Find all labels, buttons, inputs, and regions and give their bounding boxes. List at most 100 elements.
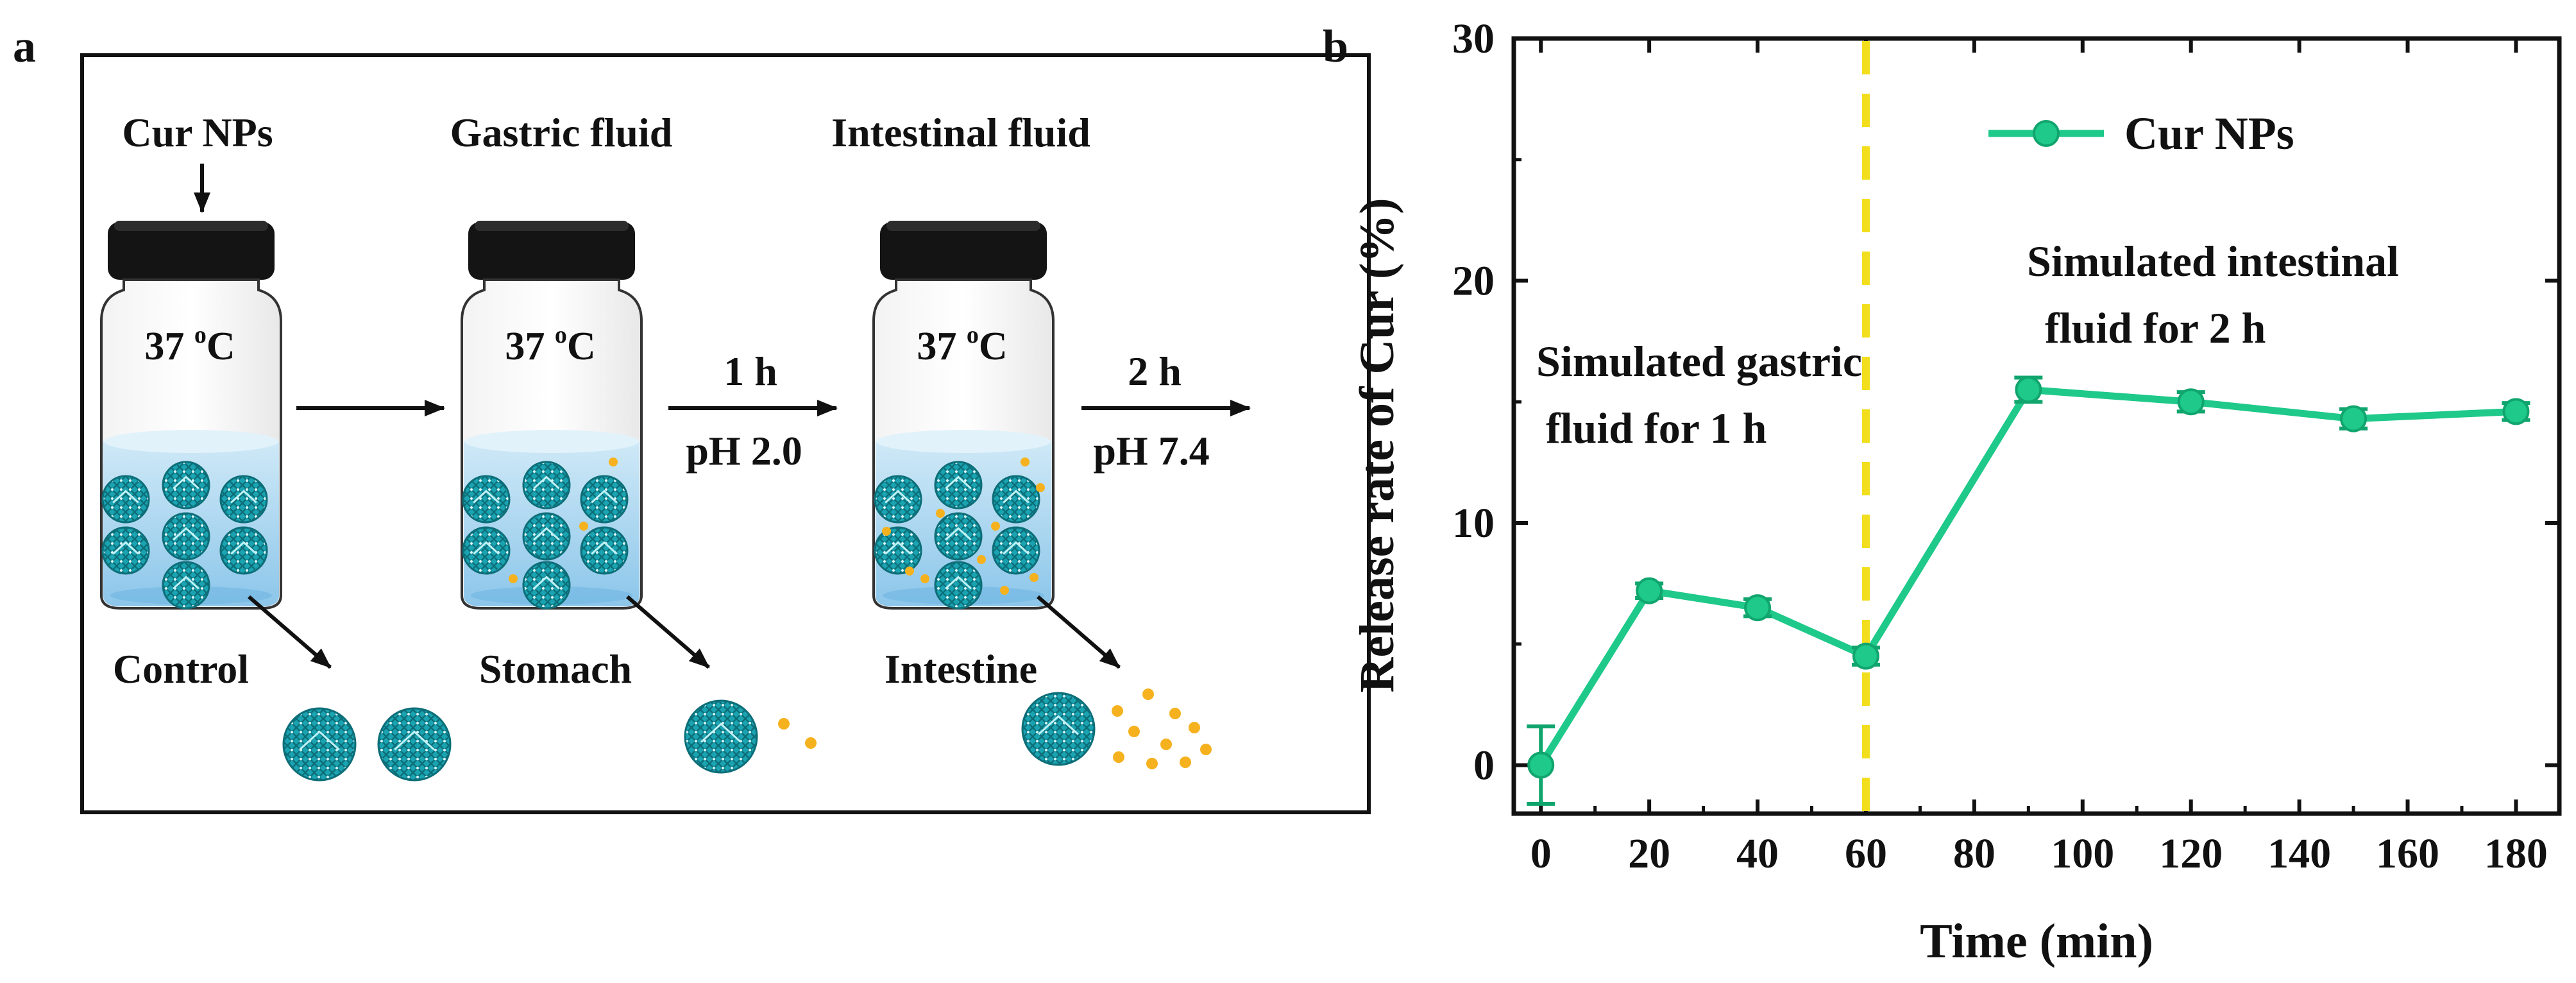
zoom-drug-particle: [1146, 758, 1158, 769]
release-chart: 0 10 20 30 0 20 40 60 80 100 120 140 160 180 Time (min…: [1350, 15, 2562, 968]
panel-a-schematic: a Cur NPs Gastric fluid Intestinal fluid…: [13, 21, 1371, 814]
data-point: [1852, 642, 1879, 670]
nanoparticle: [162, 461, 210, 509]
nanoparticle: [934, 561, 983, 610]
drug-particle: [609, 457, 618, 466]
vial-stomach: 37 oC: [461, 221, 643, 610]
nanoparticle: [580, 475, 629, 524]
x-tick-label: 0: [1530, 830, 1552, 877]
nanoparticle: [162, 561, 210, 610]
zoom-drug-particle: [1128, 726, 1140, 737]
data-point: [2502, 398, 2530, 425]
drug-particle: [920, 574, 929, 583]
label-stomach: Stomach: [479, 646, 632, 692]
nanoparticle: [522, 461, 571, 509]
panel-b-letter: b: [1323, 21, 1348, 72]
x-tick-label: 100: [2051, 830, 2114, 877]
y-tick-label: 20: [1452, 258, 1495, 305]
annotation-gastric-line1: Simulated gastric: [1536, 337, 1862, 386]
x-tick-label: 60: [1845, 830, 1887, 877]
drug-particle: [1000, 586, 1009, 595]
zoom-drug-particle: [1142, 688, 1154, 700]
plot-frame: [1511, 36, 2562, 816]
data-point: [2177, 388, 2205, 416]
zoom-drug-particle: [1180, 756, 1191, 768]
label-control: Control: [113, 646, 249, 692]
x-tick-label: 80: [1953, 830, 1996, 877]
legend-label: Cur NPs: [2124, 108, 2294, 159]
vial-intestine: 37 oC: [872, 221, 1055, 610]
y-tick-label: 30: [1452, 15, 1495, 62]
nanoparticle: [462, 475, 511, 524]
vial-temperature: 37 oC: [917, 321, 1007, 368]
nanoparticle: [219, 475, 268, 524]
zoom-nanoparticle: [282, 707, 357, 782]
schematic-frame: [80, 53, 1371, 814]
nanoparticle: [580, 526, 629, 575]
step1-time: 1 h: [724, 348, 777, 394]
nanoparticle: [874, 475, 922, 524]
legend: Cur NPs: [1988, 108, 2294, 159]
series-line-cur-nps: [1538, 386, 2516, 767]
nanoparticle: [522, 561, 571, 610]
step1-ph: pH 2.0: [686, 428, 802, 474]
y-tick-label: 10: [1452, 500, 1495, 547]
label-intestinal-fluid: Intestinal fluid: [831, 110, 1090, 155]
y-axis-label: Release rate of Cur (%): [1350, 198, 1404, 693]
nanoparticle: [101, 475, 150, 524]
zoom-nanoparticle: [377, 707, 452, 782]
drug-particle: [1030, 573, 1038, 582]
legend-marker: [2033, 120, 2060, 147]
x-tick-label: 20: [1628, 830, 1670, 877]
annotation-gastric-line2: fluid for 1 h: [1546, 404, 1767, 452]
zoom-drug-particle: [1189, 722, 1200, 733]
drug-particle: [579, 522, 588, 531]
nanoparticle: [462, 526, 511, 575]
annotation-intestinal-line1: Simulated intestinal: [2027, 237, 2399, 286]
zoom-nanoparticle: [684, 699, 758, 774]
zoom-drug-particle: [778, 718, 790, 730]
vial-cap: [880, 222, 1047, 280]
zoom-arrow-stomach: [626, 595, 710, 669]
drug-particle: [936, 509, 945, 518]
panel-a-letter: a: [13, 21, 36, 72]
nanoparticle: [992, 475, 1040, 524]
x-tick-label: 180: [2484, 830, 2548, 877]
data-point: [2340, 405, 2368, 432]
vial-control: 37 oC: [100, 221, 282, 610]
drug-particle: [882, 527, 891, 536]
x-tick-label: 120: [2159, 830, 2223, 877]
x-tick-label: 160: [2376, 830, 2439, 877]
label-gastric-fluid: Gastric fluid: [450, 110, 673, 155]
zoom-drug-particle: [1200, 744, 1212, 755]
data-point: [1527, 751, 1555, 779]
y-tick-label: 0: [1473, 742, 1495, 789]
drug-particle: [991, 522, 1000, 531]
zoom-drug-particle: [1160, 739, 1172, 750]
vial-cap: [468, 222, 635, 280]
zoomed-particles: [282, 688, 1212, 782]
nanoparticle: [162, 512, 210, 561]
vial-cap: [108, 222, 275, 280]
vial-temperature: 37 oC: [144, 321, 235, 368]
data-point: [2015, 376, 2042, 404]
vials: 37 oC 37 oC 37 oC: [100, 221, 1055, 610]
nanoparticle: [219, 526, 268, 575]
drug-particle: [977, 555, 986, 564]
zoom-arrow-intestine: [1037, 595, 1121, 669]
label-cur-nps: Cur NPs: [122, 110, 273, 155]
zoom-arrow-control: [248, 595, 332, 669]
nanoparticle: [874, 526, 922, 575]
drug-particle: [905, 567, 914, 576]
zoom-drug-particle: [1112, 705, 1123, 717]
nanoparticle: [992, 526, 1040, 575]
annotation-intestinal-line2: fluid for 2 h: [2045, 303, 2266, 352]
nanoparticle: [522, 512, 571, 561]
label-intestine: Intestine: [885, 646, 1037, 692]
x-axis-label: Time (min): [1920, 914, 2153, 968]
data-point: [1744, 594, 1772, 622]
drug-particle: [509, 574, 518, 583]
drug-particle: [1036, 483, 1045, 492]
zoom-drug-particle: [1113, 751, 1124, 763]
